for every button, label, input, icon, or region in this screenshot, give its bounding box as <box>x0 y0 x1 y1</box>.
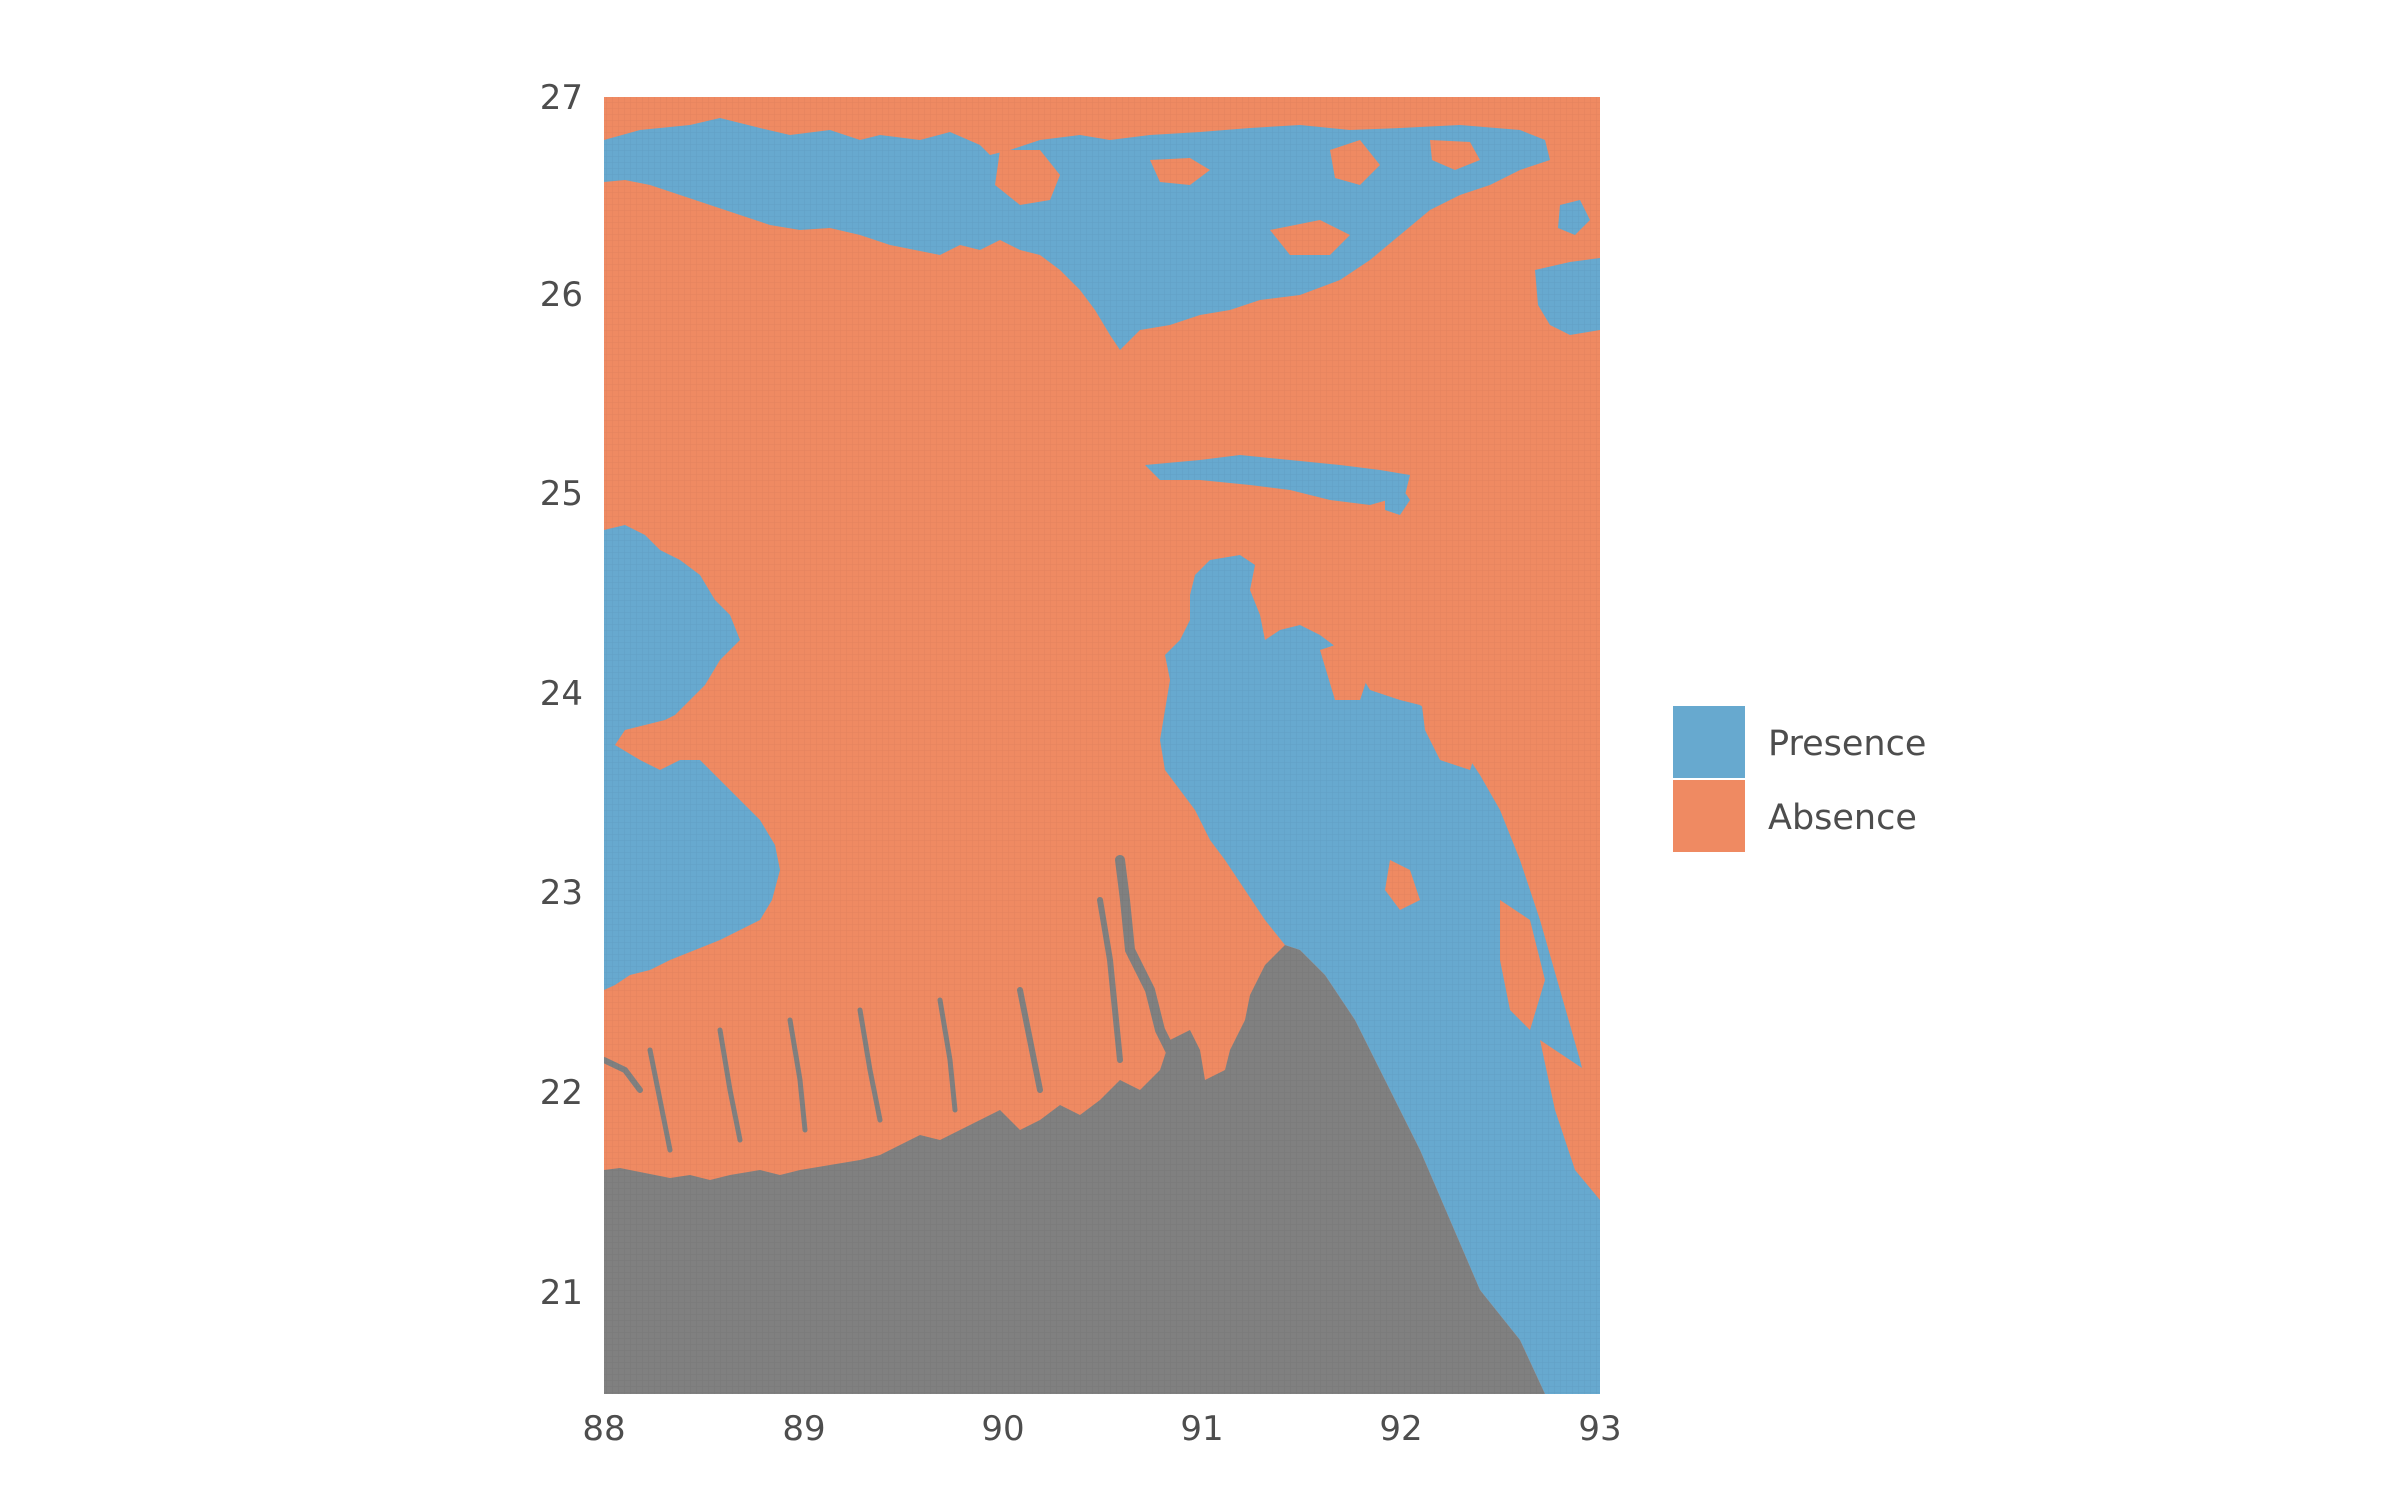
x-tick-label: 91 <box>1180 1409 1223 1449</box>
x-axis: 88 89 90 91 92 93 <box>582 1409 1621 1449</box>
y-tick-label: 26 <box>540 275 583 315</box>
map-panel <box>604 97 1600 1394</box>
x-tick-label: 93 <box>1578 1409 1621 1449</box>
legend: Presence Absence <box>1673 706 1926 852</box>
y-tick-label: 22 <box>540 1073 583 1113</box>
legend-key-absence <box>1673 780 1745 852</box>
y-tick-label: 21 <box>540 1273 583 1313</box>
y-tick-label: 23 <box>540 873 583 913</box>
legend-key-presence <box>1673 706 1745 778</box>
x-tick-label: 90 <box>981 1409 1024 1449</box>
legend-label-presence: Presence <box>1768 724 1926 764</box>
y-tick-label: 25 <box>540 474 583 514</box>
y-tick-label: 24 <box>540 674 583 714</box>
legend-label-absence: Absence <box>1768 798 1917 838</box>
x-tick-label: 88 <box>582 1409 625 1449</box>
x-tick-label: 92 <box>1379 1409 1422 1449</box>
y-tick-label: 27 <box>540 78 583 118</box>
y-axis: 21 22 23 24 25 26 27 <box>540 78 583 1313</box>
x-tick-label: 89 <box>782 1409 825 1449</box>
raster-texture <box>604 97 1600 1394</box>
